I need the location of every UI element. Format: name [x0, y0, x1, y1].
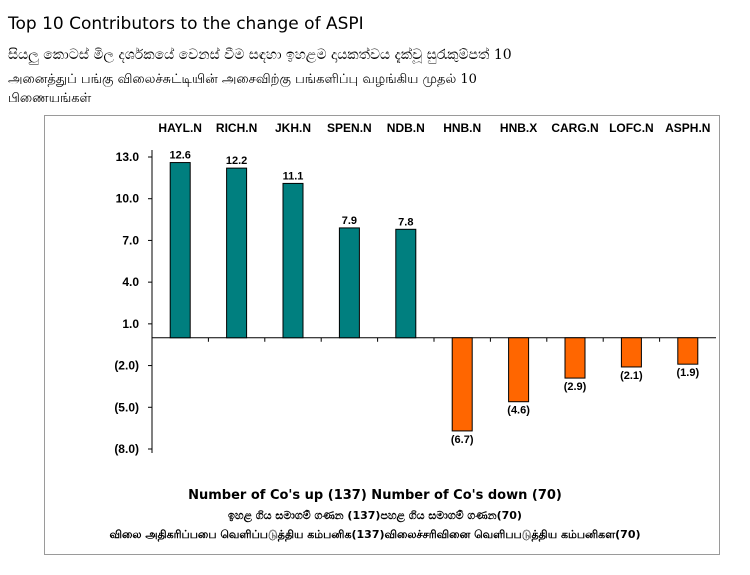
y-tick-label: 7.0 [122, 233, 139, 247]
bar-jkh-n [282, 182, 304, 339]
y-tick-label: (2.0) [114, 359, 139, 373]
chart-title-en: Top 10 Contributors to the change of ASP… [8, 14, 364, 34]
category-label: LOFC.N [609, 121, 654, 135]
footer-counts-tamil: விலை அதிகரிப்பபை வெளிப்படுத்திய கம்பனிக(… [109, 528, 641, 541]
data-label: (2.1) [620, 370, 643, 382]
bar-spen-n [338, 227, 360, 339]
bar-hayl-n [169, 162, 191, 339]
data-label: 12.6 [169, 150, 190, 162]
bar-rich-n [226, 167, 248, 339]
category-label: ASPH.N [665, 121, 710, 135]
bar-ndb-n [395, 228, 417, 339]
footer-counts-sinhala: ඉහළ ගිය සමාගම් ගණන (137)පහළ ගිය සමාගම් ග… [228, 509, 522, 522]
bar-asph-n [677, 337, 699, 365]
footer-counts-en: Number of Co's up (137) Number of Co's d… [188, 488, 562, 503]
bar-hnb-x [508, 337, 530, 403]
data-label: (1.9) [676, 367, 699, 379]
data-label: (6.7) [451, 434, 474, 446]
y-tick-label: 10.0 [116, 192, 140, 206]
y-tick-label: 4.0 [122, 275, 139, 289]
category-label: CARG.N [551, 121, 598, 135]
bar-hnb-n [451, 337, 473, 432]
data-label: 11.1 [283, 170, 304, 182]
category-label: NDB.N [387, 121, 425, 135]
chart-title-tamil-line1: அனைத்துப் பங்கு விலைச்சுட்டியின் அசைவிற்… [8, 72, 477, 87]
bar-carg-n [564, 337, 586, 379]
y-tick-label: (8.0) [114, 442, 139, 456]
chart-title-tamil-line2: பிணையங்கள் [8, 91, 92, 106]
data-label: (4.6) [507, 405, 530, 417]
category-label: HNB.N [443, 121, 481, 135]
y-tick-label: 13.0 [116, 150, 140, 164]
data-label: 7.9 [342, 215, 357, 227]
y-tick-label: (5.0) [114, 400, 139, 414]
data-label: 7.8 [398, 216, 413, 228]
data-label: 12.2 [226, 155, 247, 167]
chart-frame [44, 115, 720, 555]
bar-lofc-n [620, 337, 642, 368]
data-label: (2.9) [564, 381, 587, 393]
category-label: HNB.X [500, 121, 537, 135]
chart-title-sinhala: සියලු කොටස් මිල දර්ශකයේ වෙනස් වීම සඳහා ඉ… [8, 47, 512, 63]
category-label: HAYL.N [158, 121, 202, 135]
y-tick-label: 1.0 [122, 317, 139, 331]
category-label: JKH.N [275, 121, 311, 135]
category-label: SPEN.N [327, 121, 372, 135]
category-label: RICH.N [216, 121, 257, 135]
